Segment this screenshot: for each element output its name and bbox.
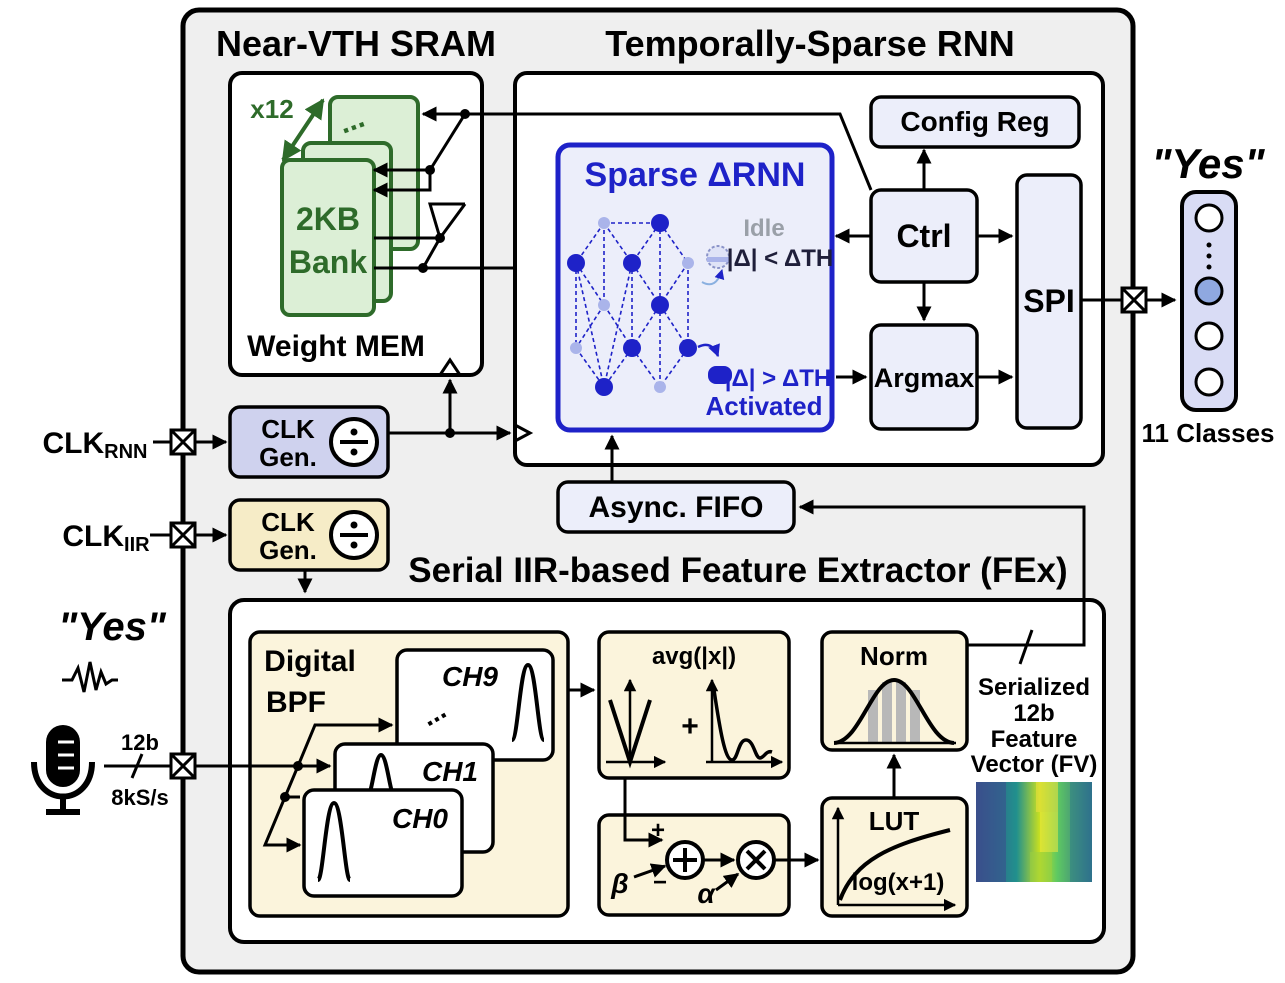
feature-vector-heatmap — [976, 782, 1092, 882]
bpf-channel-0 — [302, 788, 464, 898]
svg-text:log(x+1): log(x+1) — [852, 869, 945, 896]
digital-bpf-block: Digital BPF CH9 ... CH1 CH0 — [248, 630, 570, 918]
sparse-rnn-block: Sparse ΔRNN — [555, 142, 835, 433]
ctrl-label: Ctrl — [896, 218, 951, 254]
svg-text:α: α — [697, 878, 716, 909]
argmax-label: Argmax — [874, 363, 975, 393]
input-bus — [104, 752, 197, 780]
lut-block: LUT log(x+1) — [820, 796, 969, 918]
svg-text:CLK: CLK — [261, 414, 315, 444]
clk-gen-iir: CLK Gen. — [228, 498, 390, 572]
activated-label: Activated — [705, 391, 822, 421]
output-selected-class — [1194, 276, 1224, 306]
input-bits-label: 12b — [121, 730, 159, 755]
svg-text:CH0: CH0 — [392, 803, 448, 834]
clk-rnn-label: CLKRNN — [43, 427, 148, 463]
scale-offset-block: + − β α — [597, 778, 820, 917]
norm-block: Norm — [820, 630, 969, 752]
async-fifo-block — [556, 480, 796, 534]
spi-label: SPI — [1023, 283, 1075, 319]
output-class-vector — [1180, 190, 1238, 412]
bank-size-label: 2KB — [296, 201, 360, 237]
fv-wiring — [798, 499, 1086, 665]
output-pad — [1120, 286, 1148, 314]
svg-text:LUT: LUT — [869, 806, 920, 836]
fex-title: Serial IIR-based Feature Extractor (FEx) — [408, 551, 1067, 590]
svg-text:CH1: CH1 — [422, 756, 478, 787]
svg-text:BPF: BPF — [266, 686, 326, 719]
sparse-rnn-title: Sparse ΔRNN — [585, 156, 806, 194]
input-rate-label: 8kS/s — [111, 785, 169, 810]
svg-text:avg(|x|): avg(|x|) — [652, 643, 736, 670]
weight-mem-label: Weight MEM — [247, 330, 425, 363]
bank-label: Bank — [289, 244, 367, 280]
fv-label-3: Feature — [991, 726, 1078, 753]
microphone-icon — [31, 725, 95, 815]
sram-title: Near-VTH SRAM — [216, 23, 496, 64]
svg-text:CLK: CLK — [261, 507, 315, 537]
idle-label: Idle — [743, 215, 784, 242]
input-word: "Yes" — [58, 605, 167, 649]
input-waveform-icon — [62, 661, 118, 693]
fv-label-4: Vector (FV) — [971, 751, 1098, 778]
output-word: "Yes" — [1152, 140, 1266, 187]
active-condition: |Δ| > ΔTH — [725, 365, 831, 392]
idle-condition: |Δ| < ΔTH — [727, 245, 833, 272]
fv-label-2: 12b — [1013, 700, 1054, 727]
svg-text:+: + — [651, 817, 665, 844]
async-fifo-label: Async. FIFO — [588, 491, 763, 524]
replicate-arrow — [281, 98, 325, 162]
rectify-block: avg(|x|) + — [597, 630, 791, 780]
config-reg-block — [869, 95, 1081, 149]
weight-mem-block: 2KB Bank x12 ... Weight MEM — [228, 71, 484, 377]
svg-text:−: − — [653, 869, 667, 896]
svg-text:CH9: CH9 — [442, 661, 498, 692]
svg-text:+: + — [681, 710, 699, 743]
activated-node-icon — [708, 366, 732, 384]
rnn-network-nodes — [567, 214, 697, 396]
svg-text:Digital: Digital — [264, 645, 356, 678]
svg-text:Gen.: Gen. — [259, 535, 317, 565]
clk-iir-label: CLKIIR — [62, 520, 150, 556]
output-classes-label: 11 Classes — [1141, 418, 1274, 448]
clk-gen-rnn: CLK Gen. — [228, 405, 390, 479]
svg-text:β: β — [610, 868, 628, 899]
rnn-title: Temporally-Sparse RNN — [605, 23, 1014, 64]
svg-text:Gen.: Gen. — [259, 442, 317, 472]
clk-pads — [150, 428, 228, 549]
config-reg-label: Config Reg — [900, 106, 1049, 137]
svg-text:Norm: Norm — [860, 641, 928, 671]
bank-replicate-label: x12 — [250, 94, 293, 124]
rnn-wiring — [465, 112, 1177, 385]
fv-label-1: Serialized — [978, 674, 1090, 701]
sram-bank-front — [280, 158, 376, 317]
